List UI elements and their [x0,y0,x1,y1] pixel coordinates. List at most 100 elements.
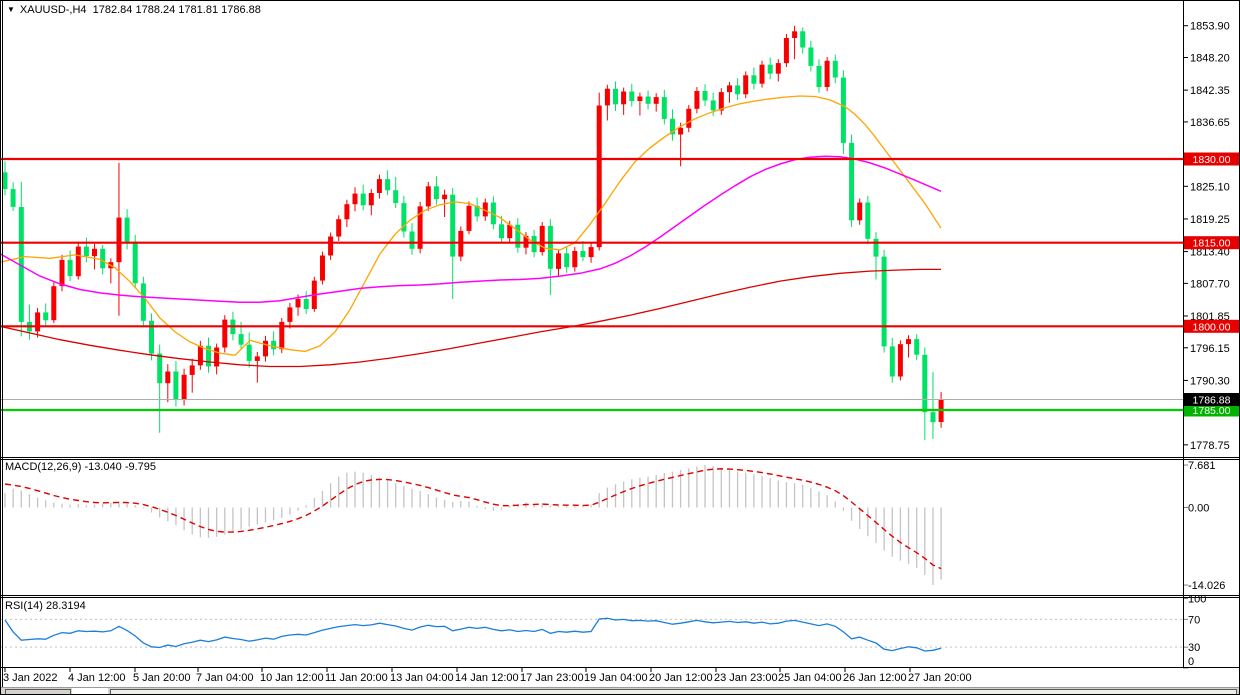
candle-body [507,224,513,239]
candle-body [157,353,163,384]
candle-body [678,127,684,135]
candle-body [132,241,138,284]
time-axis: 3 Jan 2022 4 Jan 12:00 5 Jan 20:00 7 Jan 04… [3,668,972,684]
candle-body [450,194,456,257]
candle-body [385,179,391,191]
candle-body [490,202,496,225]
ma-orange [0,95,942,356]
candle-body [116,217,122,263]
candle-body [376,179,382,193]
candle-body [808,47,814,66]
candle-body [59,259,65,287]
candle-body [637,96,643,101]
svg-text:23 Jan 23:00: 23 Jan 23:00 [714,672,778,684]
candle-body [100,248,106,269]
candle-body [67,259,73,277]
candle-body [645,96,651,104]
price-badge-1800.00: 1800.00 [1184,319,1239,333]
candle-body [735,85,741,95]
macd-histogram [4,465,942,585]
candle-body [246,344,252,361]
svg-text:27 Jan 20:00: 27 Jan 20:00 [908,672,972,684]
svg-text:0.00: 0.00 [1188,503,1209,515]
svg-text:1807.70: 1807.70 [1190,278,1230,290]
candle-body [409,231,415,249]
rsi-line [4,617,942,652]
svg-text:20 Jan 12:00: 20 Jan 12:00 [649,672,713,684]
candle-body [165,371,171,384]
svg-text:1796.15: 1796.15 [1190,343,1230,355]
rsi-indicator-label: RSI(14) 28.3194 [5,600,86,612]
bottom-box-left[interactable] [5,689,71,695]
candle-body [629,91,635,101]
svg-text:1819.25: 1819.25 [1190,214,1230,226]
price-badge-1830.00: 1830.00 [1184,152,1239,166]
candle-body [263,340,268,357]
svg-text:26 Jan 12:00: 26 Jan 12:00 [843,672,907,684]
svg-text:19 Jan 04:00: 19 Jan 04:00 [584,672,648,684]
candle-body [743,75,749,95]
chart-header: ▼ XAUUSD-,H4 1782.84 1788.24 1781.81 1786… [7,4,261,16]
candle-body [718,92,724,111]
candle-body [401,203,407,232]
candle-body [914,339,920,355]
candles[interactable] [2,25,944,441]
svg-text:1848.20: 1848.20 [1190,52,1230,64]
svg-text:1825.10: 1825.10 [1190,181,1230,193]
candle-body [515,224,521,248]
candle-body [295,299,301,308]
candle-body [556,253,561,269]
candle-body [588,247,594,258]
candle-body [857,202,863,221]
candle-body [499,224,504,239]
svg-text:7.681: 7.681 [1188,460,1216,472]
ma-red-slow [0,268,941,368]
candle-body [393,190,399,203]
candle-body [759,64,765,84]
candle-body [43,312,49,321]
candle-body [425,186,431,207]
candle-body [539,225,545,253]
candle-body [873,238,879,257]
candle-body [336,219,342,237]
svg-text:1790.30: 1790.30 [1190,375,1230,387]
svg-text:1785.00: 1785.00 [1193,405,1231,417]
candle-body [368,193,374,206]
candle-body [564,253,570,268]
candle-body [686,108,692,128]
svg-text:5 Jan 20:00: 5 Jan 20:00 [133,672,191,684]
candle-body [328,236,334,256]
candle-body [474,205,480,217]
ma-magenta [0,155,942,304]
candle-body [149,320,154,354]
candle-body [124,217,130,242]
candle-body [897,344,903,377]
price-badge-1785.00: 1785.00 [1184,403,1239,417]
candle-body [75,246,81,277]
candle-body [775,63,781,74]
svg-text:10 Jan 12:00: 10 Jan 12:00 [260,672,324,684]
candle-body [271,340,277,350]
svg-text:13 Jan 04:00: 13 Jan 04:00 [390,672,454,684]
svg-text:-14.026: -14.026 [1188,580,1225,592]
candle-body [222,319,228,348]
candle-body [604,88,610,106]
candle-body [238,334,244,345]
candle-body [727,85,732,93]
price-axis: 1853.90 1848.20 1842.35 1836.65 1825.10 1819.… [1183,21,1239,669]
dropdown-arrow-icon[interactable]: ▼ [7,5,15,14]
svg-text:70: 70 [1188,614,1200,626]
candle-body [922,354,928,413]
candle-body [547,225,553,269]
bottom-box-right[interactable] [110,689,1237,695]
candle-body [140,283,146,321]
candle-body [580,251,586,258]
macd-indicator-label: MACD(12,26,9) -13.040 -9.795 [5,461,157,473]
candle-body [849,142,855,221]
svg-text:1836.65: 1836.65 [1190,117,1230,129]
candle-body [783,38,789,64]
candle-body [621,91,627,105]
candle-body [751,75,757,84]
